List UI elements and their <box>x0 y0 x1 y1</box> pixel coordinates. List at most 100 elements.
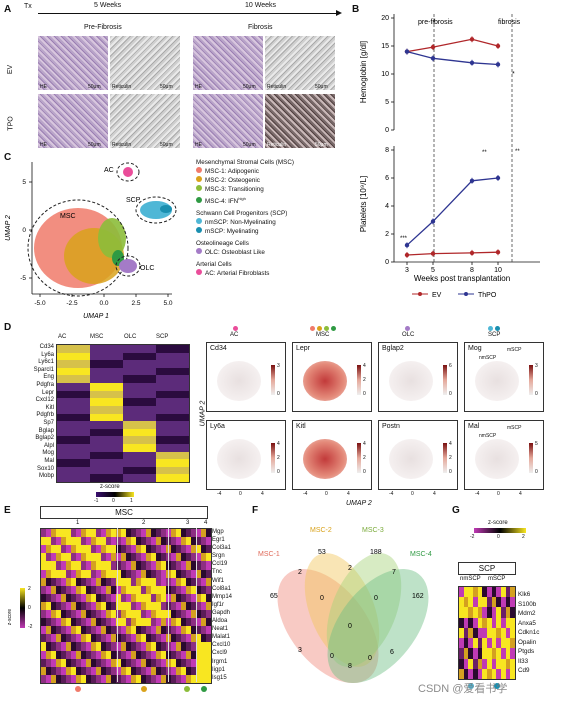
msc-outline <box>27 199 129 297</box>
heatmap-cell <box>201 585 206 594</box>
venn-count: 65 <box>270 593 278 600</box>
heatmap-cell <box>51 537 56 546</box>
umap-grid-d: AC MSC OLC SCP Cd34 3 0 Lepr 4 2 0 Bglap2 6 0 Mog 3 0 nmS… <box>200 326 556 504</box>
heatmap-cell <box>57 459 90 467</box>
colorbar-tick: 4 <box>363 363 366 369</box>
heatmap-cell <box>136 569 141 578</box>
heatmap-cell <box>61 537 66 546</box>
heatmap-cell <box>459 668 464 679</box>
legend-thpo: ThPO <box>478 292 497 299</box>
heatmap-g <box>458 586 516 680</box>
heatmap-cell <box>156 569 161 578</box>
heatmap-cell <box>486 668 492 679</box>
heatmap-cell <box>41 666 46 675</box>
heatmap-cell <box>51 626 56 635</box>
cluster-ac <box>123 167 133 177</box>
heatmap-cell <box>96 561 101 570</box>
heatmap-cell <box>101 585 106 594</box>
ac-outline <box>116 162 140 182</box>
heatmap-cell <box>156 642 161 651</box>
heatmap-cell <box>201 650 206 659</box>
heatmap-cell <box>151 658 156 667</box>
heatmap-cell <box>131 545 136 554</box>
heatmap-cell <box>121 601 126 611</box>
gene-label: Ccl19 <box>212 561 228 568</box>
heatmap-cell <box>41 626 46 635</box>
msc4-dot-icon <box>196 197 202 204</box>
caption-scale: 50μm <box>315 142 328 148</box>
heatmap-cell <box>468 597 473 608</box>
gene-label: Bglap2 <box>35 435 54 442</box>
venn-count: 0 <box>320 595 324 602</box>
heatmap-cell <box>146 561 151 570</box>
heatmap-cell <box>191 569 196 578</box>
heatmap-cell <box>51 610 56 619</box>
heatmap-cell <box>66 545 71 554</box>
caption-scale: 50μm <box>88 142 101 148</box>
umap-cells <box>217 439 261 479</box>
heatmap-cell <box>141 634 146 643</box>
heatmap-cell <box>121 585 126 594</box>
umap-cells <box>475 361 519 401</box>
heatmap-cell <box>57 345 90 353</box>
heatmap-cell <box>123 474 156 482</box>
heatmap-cell <box>51 593 56 602</box>
umap-grid-xlabel: UMAP 2 <box>346 500 372 507</box>
heatmap-cell <box>57 413 90 422</box>
legend-olc-text: OLC: Osteoblast Like <box>205 249 265 257</box>
venn-count: 0 <box>374 595 378 602</box>
heatmap-cell <box>101 634 106 643</box>
heatmap-cell <box>191 593 196 602</box>
heatmap-cell <box>56 529 61 538</box>
heatmap-cell <box>146 658 151 667</box>
heatmap-cell <box>171 666 176 675</box>
heatmap-cell <box>51 569 56 578</box>
heatmap-cell <box>126 610 131 619</box>
histology-ev-he-fib <box>193 36 263 90</box>
heatmap-cell <box>126 561 131 570</box>
heatmap-cell <box>156 650 161 659</box>
heatmap-cell <box>131 658 136 667</box>
heatmap-d-genes: Cd34 Ly6a Ly6c1 Sparcl1 Eng Pdgfra Lepr Cxcl12 K… <box>20 344 54 481</box>
umap-ticks: -5.0 -2.5 0.0 2.5 5.0 5 0 -5 <box>20 179 173 307</box>
heatmap-cell <box>472 607 478 618</box>
timeline-5weeks: 5 Weeks <box>94 2 122 9</box>
bottom-star-3: ** <box>515 149 520 155</box>
umap-panel-ly6a: Ly6a 4 2 0 -4 0 4 <box>206 420 286 497</box>
heatmap-cell <box>151 529 156 538</box>
zscore-label-e: z-score <box>7 608 14 626</box>
heatmap-cell <box>171 658 176 667</box>
heatmap-cell <box>81 610 86 619</box>
heatmap-cell <box>171 650 176 659</box>
label-ac: AC <box>104 167 114 174</box>
heatmap-cell <box>196 642 201 651</box>
bottom-star-2: ** <box>482 150 487 156</box>
heatmap-cell <box>171 674 176 683</box>
heatmap-cell <box>151 593 156 602</box>
scp-tag: nmSCP <box>479 433 497 439</box>
heatmap-cell <box>46 666 51 675</box>
data-point-ev <box>430 44 436 50</box>
heatmap-cell <box>61 674 66 683</box>
heatmap-cell <box>106 666 111 675</box>
heatmap-cell <box>156 529 161 538</box>
gene-label: Col8a1 <box>212 585 232 592</box>
gene-label: S100b <box>518 600 537 608</box>
heatmap-cell <box>496 587 501 598</box>
heatmap-cell <box>196 577 201 586</box>
heatmap-cell <box>91 601 96 611</box>
heatmap-cell <box>151 545 156 554</box>
caption-scale: 50μm <box>160 84 173 90</box>
umap-x-tick-label: 0.0 <box>99 300 108 307</box>
heatmap-cell <box>81 674 86 683</box>
heatmap-cell <box>41 537 46 546</box>
heatmap-cell <box>91 626 96 635</box>
heatmap-cell <box>96 545 101 554</box>
heatmap-cell <box>51 666 56 675</box>
heatmap-cell <box>46 593 51 602</box>
heatmap-cell <box>500 617 506 628</box>
heatmap-cell <box>116 610 121 619</box>
stage-fibrosis: Fibrosis <box>248 24 273 31</box>
heatmap-cell <box>486 658 492 669</box>
caption-reticulin: Reticulin <box>267 142 287 148</box>
